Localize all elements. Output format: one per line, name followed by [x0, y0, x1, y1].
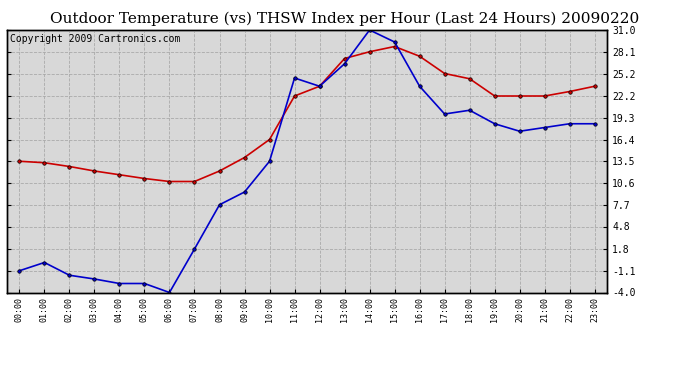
- Text: Outdoor Temperature (vs) THSW Index per Hour (Last 24 Hours) 20090220: Outdoor Temperature (vs) THSW Index per …: [50, 11, 640, 26]
- Text: Copyright 2009 Cartronics.com: Copyright 2009 Cartronics.com: [10, 34, 180, 44]
